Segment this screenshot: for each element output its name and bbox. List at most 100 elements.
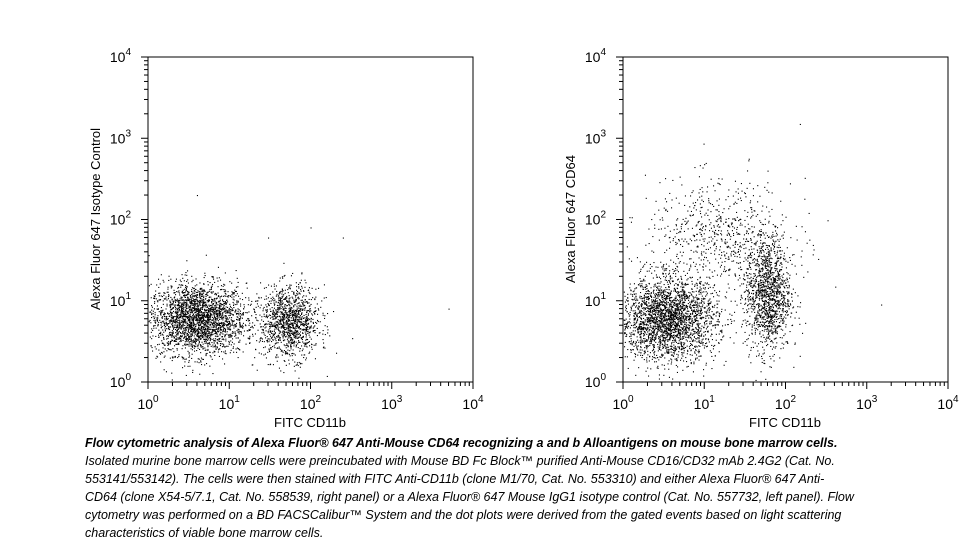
data-point bbox=[167, 342, 169, 344]
data-point bbox=[277, 328, 279, 330]
data-point bbox=[641, 349, 643, 351]
data-point bbox=[205, 333, 207, 335]
data-point bbox=[211, 301, 213, 303]
data-point bbox=[670, 300, 672, 302]
data-point bbox=[194, 315, 196, 317]
data-point bbox=[284, 304, 286, 306]
data-point bbox=[163, 312, 165, 314]
data-point bbox=[154, 321, 156, 323]
data-point bbox=[158, 336, 160, 338]
data-point bbox=[169, 305, 171, 307]
data-point bbox=[176, 312, 178, 314]
data-point bbox=[668, 312, 670, 314]
data-point bbox=[658, 323, 660, 325]
data-point bbox=[184, 315, 186, 317]
data-point bbox=[162, 334, 164, 336]
data-point bbox=[292, 359, 294, 361]
data-point bbox=[224, 336, 226, 338]
data-point bbox=[283, 327, 285, 329]
data-point bbox=[277, 342, 279, 344]
data-point bbox=[656, 306, 658, 308]
data-point bbox=[215, 324, 217, 326]
data-point bbox=[285, 331, 287, 333]
data-point bbox=[192, 303, 194, 305]
data-point bbox=[225, 321, 227, 323]
data-point bbox=[277, 308, 279, 310]
data-point bbox=[294, 370, 296, 372]
data-point bbox=[205, 304, 207, 306]
data-point bbox=[285, 322, 287, 324]
data-point bbox=[225, 318, 227, 320]
data-point bbox=[211, 285, 213, 287]
data-point bbox=[223, 289, 225, 291]
data-point bbox=[230, 312, 232, 314]
data-point bbox=[287, 337, 289, 339]
data-point bbox=[188, 319, 190, 321]
data-point bbox=[665, 314, 667, 316]
data-point bbox=[678, 307, 680, 309]
data-point bbox=[211, 307, 213, 309]
data-point bbox=[633, 319, 635, 321]
data-point bbox=[182, 306, 184, 308]
data-point bbox=[296, 315, 298, 317]
data-point bbox=[278, 307, 280, 309]
data-point bbox=[657, 286, 659, 288]
data-point bbox=[186, 302, 188, 304]
data-point bbox=[234, 311, 236, 313]
data-point bbox=[314, 358, 316, 360]
data-point bbox=[307, 329, 309, 331]
data-point bbox=[198, 312, 200, 314]
data-point bbox=[227, 295, 229, 297]
data-point bbox=[204, 336, 206, 338]
data-point bbox=[199, 317, 201, 319]
data-point bbox=[627, 367, 629, 369]
data-point bbox=[179, 341, 181, 343]
data-point bbox=[165, 319, 167, 321]
data-point bbox=[304, 308, 306, 310]
data-point bbox=[210, 356, 212, 358]
data-point bbox=[257, 305, 259, 307]
data-point bbox=[690, 363, 692, 365]
data-point bbox=[306, 301, 308, 303]
data-point bbox=[238, 318, 240, 320]
data-point bbox=[209, 312, 211, 314]
data-point bbox=[267, 364, 269, 366]
data-point bbox=[216, 315, 218, 317]
data-point bbox=[176, 329, 178, 331]
data-point bbox=[204, 342, 206, 344]
data-point bbox=[288, 323, 290, 325]
data-point bbox=[207, 330, 209, 332]
data-point bbox=[186, 316, 188, 318]
data-point bbox=[183, 280, 185, 282]
data-point bbox=[178, 307, 180, 309]
data-point bbox=[199, 311, 201, 313]
data-point bbox=[669, 293, 671, 295]
data-point bbox=[175, 332, 177, 334]
data-point bbox=[320, 306, 322, 308]
data-point bbox=[194, 308, 196, 310]
data-point bbox=[196, 299, 198, 301]
data-point bbox=[283, 334, 285, 336]
data-point bbox=[231, 294, 233, 296]
data-point bbox=[301, 350, 303, 352]
data-point bbox=[190, 348, 192, 350]
data-point bbox=[182, 316, 184, 318]
data-point bbox=[173, 310, 175, 312]
data-point bbox=[669, 281, 671, 283]
data-point bbox=[304, 331, 306, 333]
data-point bbox=[650, 287, 652, 289]
data-point bbox=[283, 322, 285, 324]
data-point bbox=[204, 309, 206, 311]
data-point bbox=[211, 276, 213, 278]
data-point bbox=[659, 314, 661, 316]
data-point bbox=[189, 301, 191, 303]
data-point bbox=[308, 289, 310, 291]
data-point bbox=[155, 294, 157, 296]
data-point bbox=[195, 291, 197, 293]
data-point bbox=[672, 352, 674, 354]
data-point bbox=[239, 310, 241, 312]
data-point bbox=[654, 325, 656, 327]
data-point bbox=[282, 339, 284, 341]
data-point bbox=[289, 286, 291, 288]
data-point bbox=[703, 347, 705, 349]
